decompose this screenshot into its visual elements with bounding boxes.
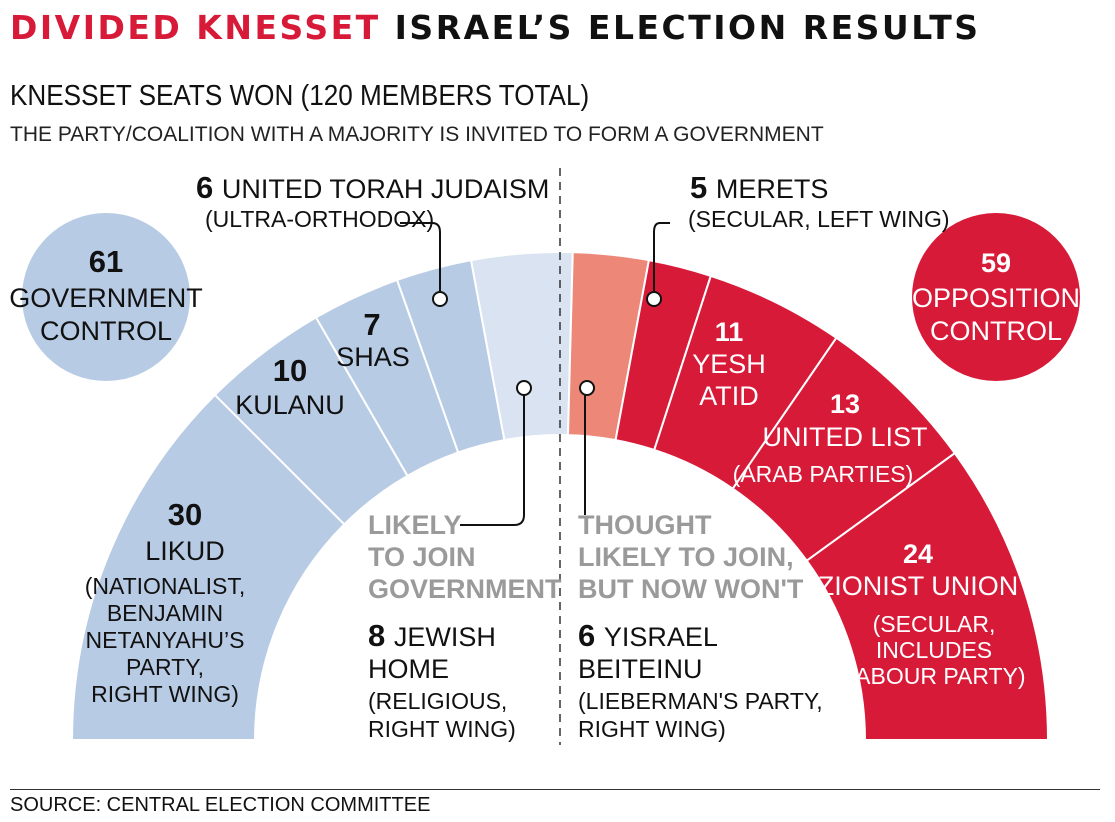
desc-likud-0: (NATIONALIST, xyxy=(85,573,246,599)
leader-dot-utj xyxy=(432,291,448,307)
seats-yesh-atid: 11 xyxy=(715,317,744,347)
seats-kulanu: 10 xyxy=(273,353,307,388)
opposition-total-label: OPPOSITION xyxy=(912,283,1080,313)
leader-merets xyxy=(653,222,670,292)
opposition-total-seats: 59 xyxy=(981,248,1011,278)
label-yesh-atid-2: ATID xyxy=(699,381,759,411)
desc-zionist-union-1: INCLUDES xyxy=(876,637,992,663)
seats-shas: 7 xyxy=(363,307,380,342)
title-highlight: DIVIDED KNESSET xyxy=(10,8,381,47)
desc-likud-3: PARTY, xyxy=(126,654,204,680)
label-merets: 5 MERETS xyxy=(690,170,828,205)
government-total-seats: 61 xyxy=(89,244,123,279)
label-united-torah-judaism: 6 UNITED TORAH JUDAISM xyxy=(196,170,549,205)
government-total-label: GOVERNMENT xyxy=(9,283,203,313)
source-note: SOURCE: CENTRAL ELECTION COMMITTEE xyxy=(10,794,431,816)
label-jewish-home-2: HOME xyxy=(368,654,449,684)
desc-likud-4: RIGHT WING) xyxy=(91,681,239,707)
annotation-thought-likely-2: BUT NOW WON'T xyxy=(578,574,804,604)
label-yisrael-beiteinu: 6 YISRAEL xyxy=(578,618,718,653)
opposition-total-circle xyxy=(912,213,1080,381)
government-total-circle xyxy=(22,213,190,381)
annotation-thought-likely-1: LIKELY TO JOIN, xyxy=(578,542,794,572)
desc-yisrael-beiteinu-1: RIGHT WING) xyxy=(578,716,726,742)
annotation-likely-join-2: GOVERNMENT xyxy=(368,574,562,604)
label-yesh-atid: YESH xyxy=(692,349,766,379)
desc-jewish-home-0: (RELIGIOUS, xyxy=(368,688,507,714)
desc-likud-1: BENJAMIN xyxy=(107,600,223,626)
label-zionist-union: ZIONIST UNION xyxy=(818,571,1019,601)
title-main: ISRAEL’S ELECTION RESULTS xyxy=(394,8,981,47)
label-yisrael-beiteinu-2: BEITEINU xyxy=(578,654,703,684)
wedge-zionist-union xyxy=(805,451,1050,741)
chart-subtitle: KNESSET SEATS WON (120 MEMBERS TOTAL) xyxy=(10,80,590,112)
seats-zionist-union: 24 xyxy=(903,539,933,569)
desc-zionist-union-0: (SECULAR, xyxy=(873,611,996,637)
label-likud: LIKUD xyxy=(145,536,225,566)
annotation-thought-likely-0: THOUGHT xyxy=(578,510,712,540)
annotation-likely-join-0: LIKELY xyxy=(368,510,462,540)
label-jewish-home: 8 JEWISH xyxy=(368,618,496,653)
seats-likud: 30 xyxy=(168,497,202,532)
annotation-likely-join-1: TO JOIN xyxy=(368,542,476,572)
leader-jewish-home xyxy=(460,395,525,526)
desc-yisrael-beiteinu-0: (LIEBERMAN'S PARTY, xyxy=(578,688,823,714)
leader-utj xyxy=(400,222,441,292)
label-kulanu: KULANU xyxy=(235,390,345,420)
leader-dot-jewish-home xyxy=(516,380,532,396)
government-total-label-2: CONTROL xyxy=(40,316,172,346)
desc-merets: (SECULAR, LEFT WING) xyxy=(688,206,950,232)
source-rule xyxy=(10,789,1100,790)
knesset-seat-chart: 30 LIKUD (NATIONALIST,BENJAMINNETANYAHU’SP… xyxy=(9,168,1080,745)
desc-zionist-union-2: LABOUR PARTY) xyxy=(842,663,1025,689)
main-title: DIVIDED KNESSET ISRAEL’S ELECTION RESULT… xyxy=(10,8,981,47)
opposition-total-label-2: CONTROL xyxy=(930,316,1062,346)
desc-united-torah-judaism: (ULTRA-ORTHODOX) xyxy=(205,206,434,232)
label-shas: SHAS xyxy=(336,342,410,372)
label-united-list: UNITED LIST xyxy=(762,422,927,452)
chart-note: THE PARTY/COALITION WITH A MAJORITY IS I… xyxy=(10,123,824,146)
desc-likud-2: NETANYAHU’S xyxy=(86,627,245,653)
desc-jewish-home-1: RIGHT WING) xyxy=(368,716,516,742)
leader-dot-yisrael-beiteinu xyxy=(579,380,595,396)
seats-united-list: 13 xyxy=(830,389,860,419)
desc-united-list: (ARAB PARTIES) xyxy=(733,461,914,487)
leader-dot-merets xyxy=(646,291,662,307)
